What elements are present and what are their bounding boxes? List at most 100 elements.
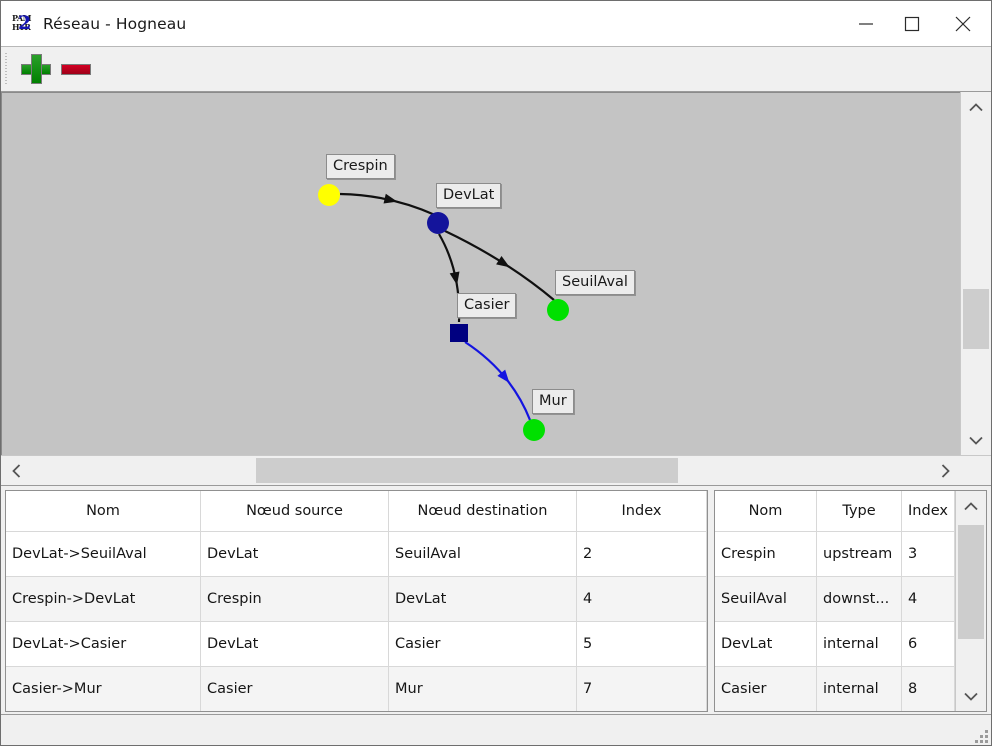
nodes-table-container: Nom Type Index Crespin upstream 3 SeuilAval do… bbox=[714, 490, 987, 712]
resize-grip[interactable] bbox=[975, 730, 988, 743]
column-header[interactable]: Nœud source bbox=[200, 491, 389, 532]
minus-icon bbox=[61, 63, 91, 75]
graph-node-label[interactable]: Crespin bbox=[326, 154, 395, 179]
table-cell[interactable]: downst... bbox=[816, 576, 902, 622]
table-cell[interactable]: 8 bbox=[901, 666, 955, 711]
graph-edges bbox=[339, 192, 555, 421]
nodes-scroll-up-button[interactable] bbox=[956, 491, 986, 522]
reaches-table-header: Nom Nœud source Nœud destination Index bbox=[6, 491, 707, 532]
table-cell[interactable]: SeuilAval bbox=[715, 576, 817, 622]
nodes-scroll-down-button[interactable] bbox=[956, 680, 986, 711]
column-header[interactable]: Nom bbox=[6, 491, 201, 532]
column-header[interactable]: Index bbox=[901, 491, 955, 532]
table-cell[interactable]: Crespin bbox=[715, 531, 817, 577]
table-cell[interactable]: 6 bbox=[901, 621, 955, 667]
maximize-button[interactable] bbox=[889, 1, 935, 46]
table-cell[interactable]: DevLat bbox=[200, 531, 389, 577]
minimize-button[interactable] bbox=[843, 1, 889, 46]
graph-node[interactable] bbox=[450, 324, 468, 342]
reaches-table[interactable]: Nom Nœud source Nœud destination Index DevL… bbox=[6, 491, 707, 711]
canvas-horizontal-scrollbar[interactable] bbox=[1, 455, 991, 485]
table-cell[interactable]: Crespin->DevLat bbox=[6, 576, 201, 622]
add-button[interactable] bbox=[16, 49, 56, 89]
table-cell[interactable]: internal bbox=[816, 666, 902, 711]
table-cell[interactable]: 4 bbox=[576, 576, 707, 622]
canvas-vscroll-thumb[interactable] bbox=[963, 288, 989, 349]
graph-edge-arrow bbox=[449, 271, 460, 286]
table-row[interactable]: DevLat->SeuilAval DevLat SeuilAval 2 bbox=[6, 531, 707, 577]
table-row[interactable]: DevLat internal 6 bbox=[715, 621, 955, 667]
graph-node[interactable] bbox=[523, 419, 545, 441]
table-cell[interactable]: internal bbox=[816, 621, 902, 667]
canvas-hscroll-track[interactable] bbox=[32, 456, 929, 485]
column-header[interactable]: Index bbox=[576, 491, 707, 532]
table-row[interactable]: Casier->Mur Casier Mur 7 bbox=[6, 666, 707, 711]
canvas-hscroll-thumb[interactable] bbox=[256, 458, 678, 483]
table-cell[interactable]: Mur bbox=[388, 666, 577, 711]
table-row[interactable]: Crespin upstream 3 bbox=[715, 531, 955, 577]
graph-edge-arrow bbox=[383, 193, 398, 204]
graph-nodes bbox=[318, 184, 569, 441]
table-cell[interactable]: 4 bbox=[901, 576, 955, 622]
nodes-vscroll-track[interactable] bbox=[956, 522, 986, 680]
table-row[interactable]: Crespin->DevLat Crespin DevLat 4 bbox=[6, 576, 707, 622]
graph-node-label[interactable]: SeuilAval bbox=[555, 270, 635, 295]
table-cell[interactable]: Casier bbox=[715, 666, 817, 711]
column-header[interactable]: Nom bbox=[715, 491, 817, 532]
close-button[interactable] bbox=[935, 1, 991, 46]
pamhyr2-icon: PAM HYR 2 bbox=[12, 12, 34, 35]
table-cell[interactable]: Casier bbox=[200, 666, 389, 711]
table-cell[interactable]: 3 bbox=[901, 531, 955, 577]
table-cell[interactable]: 7 bbox=[576, 666, 707, 711]
graph-edge-arrow bbox=[496, 256, 510, 268]
status-bar bbox=[1, 714, 991, 745]
table-cell[interactable]: DevLat bbox=[200, 621, 389, 667]
table-cell[interactable]: Casier->Mur bbox=[6, 666, 201, 711]
nodes-vscroll-thumb[interactable] bbox=[958, 525, 984, 639]
window-controls bbox=[843, 1, 991, 46]
graph-node[interactable] bbox=[427, 212, 449, 234]
graph-edge[interactable] bbox=[444, 230, 555, 301]
table-cell[interactable]: DevLat bbox=[388, 576, 577, 622]
network-graph-canvas[interactable]: Crespin DevLat SeuilAval Casier Mur bbox=[1, 92, 960, 455]
remove-button[interactable] bbox=[56, 49, 96, 89]
table-cell[interactable]: 5 bbox=[576, 621, 707, 667]
table-cell[interactable]: Casier bbox=[388, 621, 577, 667]
nodes-table-vertical-scrollbar[interactable] bbox=[955, 491, 986, 711]
graph-edge-arrow bbox=[497, 369, 510, 383]
graph-node-label[interactable]: DevLat bbox=[436, 183, 502, 208]
table-cell[interactable]: DevLat->Casier bbox=[6, 621, 201, 667]
canvas-vertical-scrollbar[interactable] bbox=[960, 92, 991, 455]
scroll-down-button[interactable] bbox=[961, 424, 991, 455]
column-header[interactable]: Type bbox=[816, 491, 902, 532]
graph-node[interactable] bbox=[547, 299, 569, 321]
toolbar-drag-handle[interactable] bbox=[3, 53, 10, 85]
graph-edge[interactable] bbox=[464, 341, 532, 421]
table-row[interactable]: DevLat->Casier DevLat Casier 5 bbox=[6, 621, 707, 667]
scroll-left-button[interactable] bbox=[1, 456, 32, 485]
nodes-table[interactable]: Nom Type Index Crespin upstream 3 SeuilAval do… bbox=[715, 491, 955, 711]
table-cell[interactable]: SeuilAval bbox=[388, 531, 577, 577]
toolbar bbox=[1, 46, 991, 92]
table-row[interactable]: SeuilAval downst... 4 bbox=[715, 576, 955, 622]
table-cell[interactable]: Crespin bbox=[200, 576, 389, 622]
reaches-table-body: DevLat->SeuilAval DevLat SeuilAval 2 Crespin… bbox=[6, 531, 707, 711]
title-bar: PAM HYR 2 Réseau - Hogneau bbox=[1, 1, 991, 46]
table-cell[interactable]: 2 bbox=[576, 531, 707, 577]
table-cell[interactable]: DevLat->SeuilAval bbox=[6, 531, 201, 577]
canvas-vscroll-track[interactable] bbox=[961, 123, 991, 424]
graph-node-label[interactable]: Casier bbox=[457, 293, 517, 318]
table-cell[interactable]: DevLat bbox=[715, 621, 817, 667]
graph-node[interactable] bbox=[318, 184, 340, 206]
tables-region: Nom Nœud source Nœud destination Index DevL… bbox=[1, 486, 991, 712]
table-row[interactable]: Casier internal 8 bbox=[715, 666, 955, 711]
nodes-table-header: Nom Type Index bbox=[715, 491, 955, 532]
graph-node-label[interactable]: Mur bbox=[532, 389, 574, 414]
column-header[interactable]: Nœud destination bbox=[388, 491, 577, 532]
nodes-table-body: Crespin upstream 3 SeuilAval downst... 4 DevLa… bbox=[715, 531, 955, 711]
scroll-up-button[interactable] bbox=[961, 92, 991, 123]
app-icon-letters: PAM HYR bbox=[12, 12, 32, 32]
scroll-right-button[interactable] bbox=[929, 456, 960, 485]
table-cell[interactable]: upstream bbox=[816, 531, 902, 577]
reaches-table-container: Nom Nœud source Nœud destination Index DevL… bbox=[5, 490, 708, 712]
